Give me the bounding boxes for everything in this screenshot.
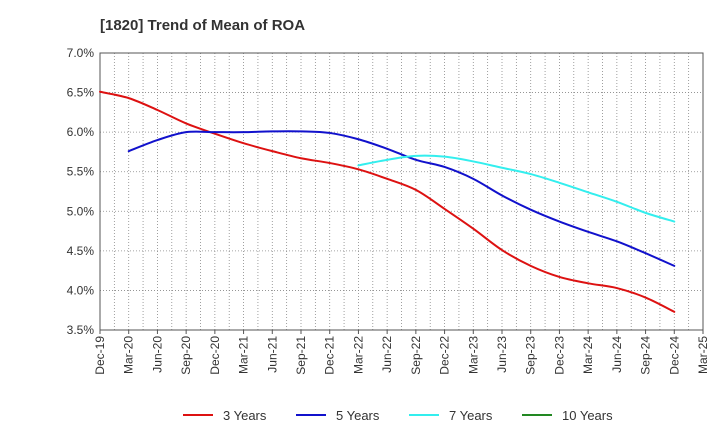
plot-frame [99, 52, 704, 331]
chart-title: [1820] Trend of Mean of ROA [100, 17, 305, 34]
x-tick-label: Mar-21 [237, 336, 251, 374]
x-tick-label: Sep-24 [639, 336, 653, 375]
y-tick-label: 5.5% [67, 165, 95, 179]
x-tick-label: Jun-24 [610, 336, 624, 373]
x-tick-label: Jun-22 [380, 336, 394, 373]
x-tick-label: Dec-21 [323, 336, 337, 375]
x-tick-label: Dec-19 [93, 336, 107, 375]
legend-label-10-years: 10 Years [562, 408, 613, 423]
x-tick-label: Mar-22 [351, 336, 365, 374]
grid-lines [100, 53, 703, 330]
legend-label-3-years: 3 Years [223, 408, 267, 423]
x-tick-label: Dec-23 [552, 336, 566, 375]
x-tick-label: Mar-20 [122, 336, 136, 374]
x-tick-label: Sep-23 [524, 336, 538, 375]
y-axis: 3.5% 4.0% 4.5% 5.0% 5.5% 6.0% 6.5% 7.0% [67, 46, 95, 337]
series-line-3-years [99, 90, 676, 313]
y-tick-label: 4.0% [67, 283, 95, 297]
series-lines [99, 90, 676, 313]
x-tick-label: Jun-21 [265, 336, 279, 373]
y-tick-label: 3.5% [67, 323, 95, 337]
series-line-7-years [357, 154, 676, 223]
x-tick-label: Sep-22 [409, 336, 423, 375]
legend-label-5-years: 5 Years [336, 408, 380, 423]
x-tick-label: Dec-20 [208, 336, 222, 375]
y-tick-label: 6.5% [67, 86, 95, 100]
x-tick-label: Dec-24 [667, 336, 681, 375]
x-tick-label: Dec-22 [438, 336, 452, 375]
x-axis: Dec-19 Mar-20 Jun-20 Sep-20 Dec-20 Mar-21 Jun-… [93, 330, 710, 375]
x-tick-label: Mar-23 [466, 336, 480, 374]
legend: 3 Years 5 Years 7 Years 10 Years [183, 408, 613, 423]
y-tick-label: 5.0% [67, 204, 95, 218]
y-tick-label: 6.0% [67, 125, 95, 139]
y-tick-label: 7.0% [67, 46, 95, 60]
legend-label-7-years: 7 Years [449, 408, 493, 423]
x-tick-label: Sep-20 [179, 336, 193, 375]
x-tick-label: Jun-20 [150, 336, 164, 373]
y-tick-label: 4.5% [67, 244, 95, 258]
x-tick-label: Sep-21 [294, 336, 308, 375]
x-tick-label: Jun-23 [495, 336, 509, 373]
series-line-5-years [127, 130, 676, 267]
x-tick-label: Mar-25 [696, 336, 710, 374]
x-tick-label: Mar-24 [581, 336, 595, 374]
